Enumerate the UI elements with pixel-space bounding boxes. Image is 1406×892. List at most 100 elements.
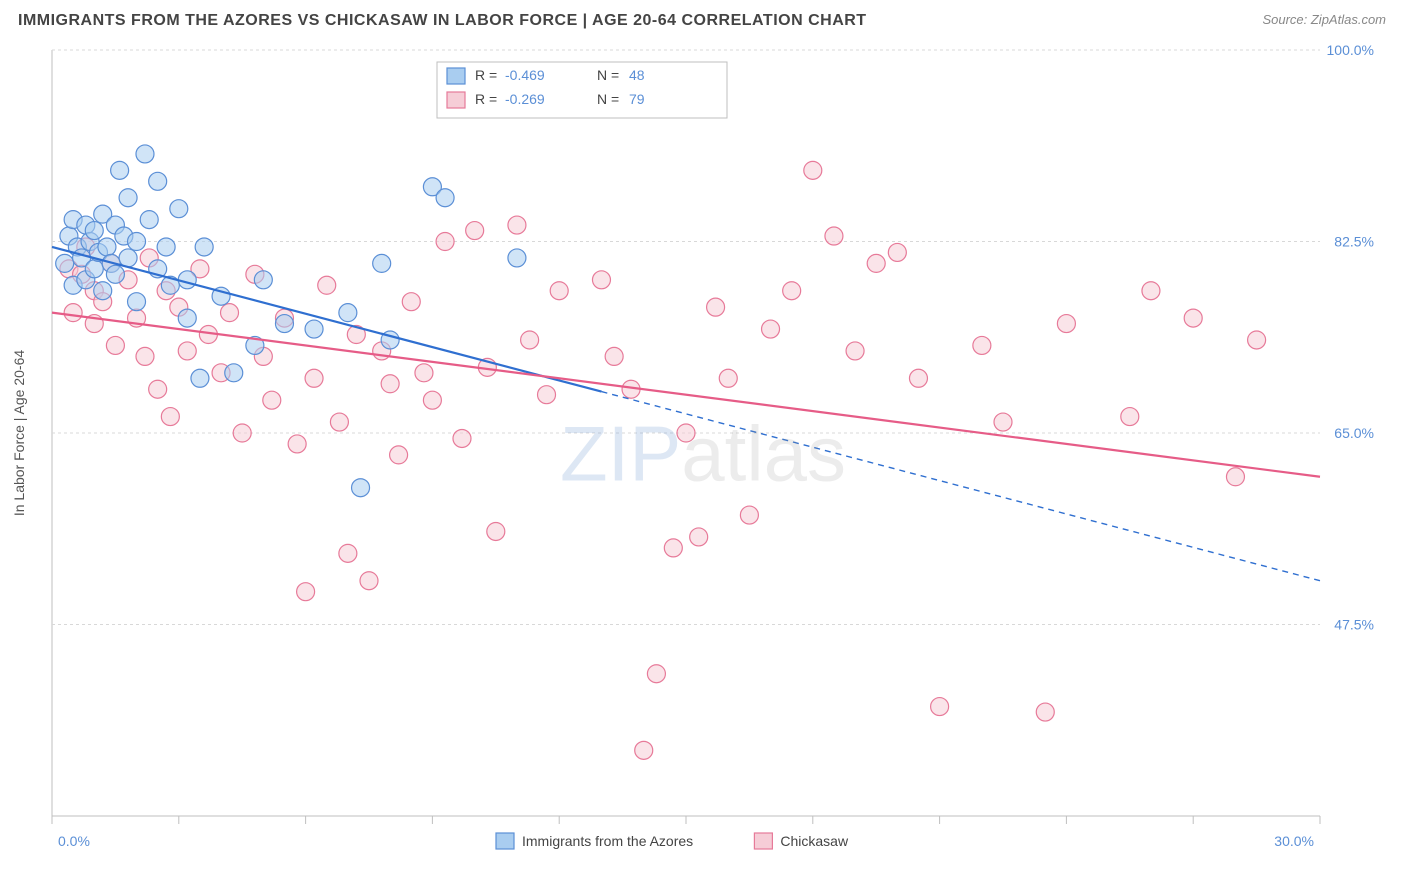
scatter-point <box>233 424 251 442</box>
scatter-point <box>263 391 281 409</box>
legend-swatch <box>447 68 465 84</box>
legend-label: Chickasaw <box>780 833 849 849</box>
scatter-point <box>98 238 116 256</box>
scatter-point <box>1184 309 1202 327</box>
scatter-point <box>521 331 539 349</box>
scatter-point <box>390 446 408 464</box>
scatter-point <box>1142 282 1160 300</box>
legend-swatch <box>447 92 465 108</box>
scatter-point <box>56 254 74 272</box>
scatter-point <box>111 161 129 179</box>
scatter-point <box>707 298 725 316</box>
scatter-point <box>402 293 420 311</box>
scatter-point <box>1248 331 1266 349</box>
scatter-point <box>161 408 179 426</box>
scatter-point <box>195 238 213 256</box>
y-tick-label: 65.0% <box>1334 425 1374 441</box>
y-tick-label: 47.5% <box>1334 617 1374 633</box>
scatter-point <box>275 315 293 333</box>
legend-swatch <box>496 833 514 849</box>
scatter-point <box>592 271 610 289</box>
scatter-point <box>94 282 112 300</box>
scatter-point <box>64 304 82 322</box>
scatter-point <box>191 369 209 387</box>
trend-line-extrapolated <box>601 392 1320 581</box>
scatter-point <box>339 544 357 562</box>
stats-r-label: R = <box>475 67 497 83</box>
scatter-point <box>453 429 471 447</box>
scatter-point <box>352 479 370 497</box>
scatter-point <box>149 172 167 190</box>
y-tick-label: 82.5% <box>1334 234 1374 250</box>
scatter-point <box>804 161 822 179</box>
scatter-point <box>136 145 154 163</box>
scatter-point <box>1226 468 1244 486</box>
scatter-point <box>740 506 758 524</box>
source-attribution: Source: ZipAtlas.com <box>1262 12 1386 27</box>
scatter-point <box>170 200 188 218</box>
scatter-point <box>909 369 927 387</box>
scatter-point <box>719 369 737 387</box>
x-tick-label: 0.0% <box>58 833 90 849</box>
scatter-point <box>221 304 239 322</box>
scatter-point <box>128 293 146 311</box>
scatter-point <box>1121 408 1139 426</box>
scatter-point <box>178 342 196 360</box>
stats-n-label: N = <box>597 91 619 107</box>
scatter-point <box>106 336 124 354</box>
y-axis-label: In Labor Force | Age 20-64 <box>11 350 27 517</box>
scatter-point <box>846 342 864 360</box>
scatter-point <box>825 227 843 245</box>
scatter-point <box>305 369 323 387</box>
scatter-point <box>106 265 124 283</box>
scatter-point <box>318 276 336 294</box>
legend-label: Immigrants from the Azores <box>522 833 693 849</box>
scatter-point <box>783 282 801 300</box>
scatter-point <box>1057 315 1075 333</box>
chart-container: 47.5% 65.0% 82.5% 100.0% 0.0% 30.0% In Labor F… <box>0 34 1406 874</box>
legend-swatch <box>754 833 772 849</box>
stats-n-value: 48 <box>629 67 645 83</box>
scatter-point <box>330 413 348 431</box>
scatter-point <box>297 583 315 601</box>
scatter-point <box>415 364 433 382</box>
scatter-point <box>373 254 391 272</box>
scatter-point <box>436 189 454 207</box>
scatter-point <box>994 413 1012 431</box>
scatter-point <box>677 424 695 442</box>
stats-r-value: -0.469 <box>505 67 545 83</box>
scatter-point <box>136 347 154 365</box>
scatter-point <box>550 282 568 300</box>
scatter-point <box>149 380 167 398</box>
scatter-point <box>128 233 146 251</box>
y-tick-label: 100.0% <box>1327 42 1374 58</box>
scatter-point <box>140 211 158 229</box>
scatter-point <box>436 233 454 251</box>
scatter-point <box>931 698 949 716</box>
scatter-point <box>508 216 526 234</box>
scatter-point <box>664 539 682 557</box>
scatter-point <box>487 522 505 540</box>
scatter-point <box>288 435 306 453</box>
scatter-point <box>423 391 441 409</box>
scatter-point <box>690 528 708 546</box>
scatter-point <box>157 238 175 256</box>
scatter-point <box>225 364 243 382</box>
scatter-point <box>508 249 526 267</box>
scatter-point <box>1036 703 1054 721</box>
scatter-point <box>635 741 653 759</box>
stats-r-value: -0.269 <box>505 91 545 107</box>
x-tick-label: 30.0% <box>1274 833 1314 849</box>
scatter-point <box>762 320 780 338</box>
header: IMMIGRANTS FROM THE AZORES VS CHICKASAW … <box>0 0 1406 34</box>
scatter-point <box>178 309 196 327</box>
scatter-point <box>605 347 623 365</box>
chart-title: IMMIGRANTS FROM THE AZORES VS CHICKASAW … <box>18 12 867 30</box>
correlation-scatter-chart: 47.5% 65.0% 82.5% 100.0% 0.0% 30.0% In Labor F… <box>0 34 1406 874</box>
scatter-point <box>538 386 556 404</box>
stats-n-value: 79 <box>629 91 645 107</box>
scatter-point <box>381 375 399 393</box>
stats-n-label: N = <box>597 67 619 83</box>
scatter-point <box>305 320 323 338</box>
scatter-point <box>360 572 378 590</box>
